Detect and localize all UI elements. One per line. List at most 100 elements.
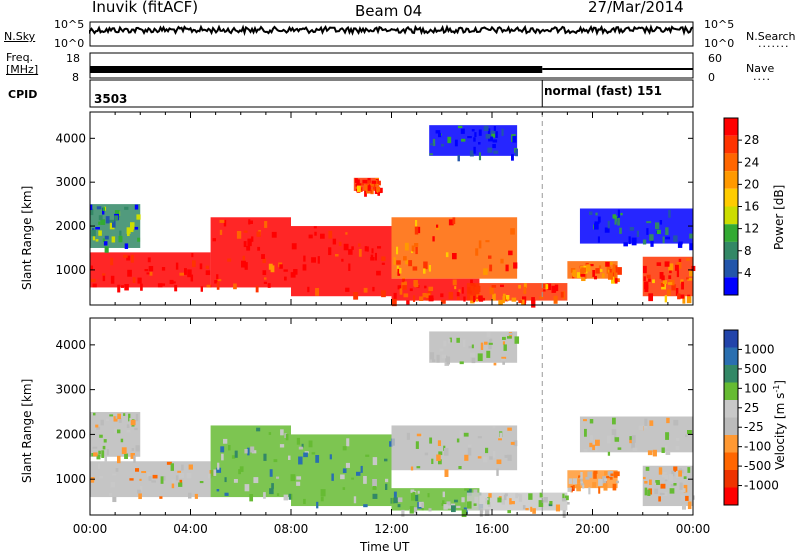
velocity-speckle — [120, 438, 124, 443]
power-colorbar-swatch — [724, 224, 738, 242]
power-speckle — [539, 296, 544, 299]
power-speckle — [117, 284, 121, 293]
power-speckle — [689, 233, 693, 239]
power-colorbar-swatch — [724, 135, 738, 154]
power-speckle — [124, 206, 129, 210]
power-speckle — [589, 264, 594, 267]
power-speckle — [668, 210, 671, 218]
velocity-speckle — [477, 353, 483, 362]
velocity-speckle — [166, 461, 172, 465]
power-speckle — [206, 284, 212, 288]
velocity-speckle — [679, 482, 683, 490]
power-colorbar-tick-label: 20 — [744, 177, 759, 191]
power-ytick-label: 4000 — [55, 131, 86, 145]
power-speckle — [132, 277, 136, 283]
velocity-speckle — [438, 459, 442, 465]
velocity-speckle — [516, 493, 521, 497]
velocity-speckle — [342, 446, 347, 451]
power-speckle — [200, 286, 203, 292]
power-speckle — [546, 283, 552, 291]
velocity-speckle — [181, 464, 184, 471]
velocity-speckle — [477, 436, 482, 439]
power-speckle — [584, 271, 587, 279]
velocity-speckle — [253, 477, 259, 484]
velocity-speckle — [475, 499, 478, 507]
velocity-speckle — [213, 469, 217, 476]
power-speckle — [311, 257, 316, 263]
velocity-colorbar-swatch — [724, 435, 738, 453]
velocity-speckle — [598, 486, 601, 494]
velocity-speckle — [138, 493, 142, 500]
velocity-speckle — [656, 481, 660, 485]
x-tick-label: 20:00 — [575, 522, 610, 536]
velocity-speckle — [389, 441, 393, 447]
power-speckle — [356, 179, 360, 185]
velocity-speckle — [123, 413, 126, 416]
velocity-speckle — [590, 435, 593, 441]
velocity-speckle — [589, 419, 594, 424]
power-speckle — [96, 206, 102, 210]
power-speckle — [328, 247, 332, 256]
power-speckle — [263, 281, 267, 284]
velocity-region-4 — [391, 425, 518, 471]
power-speckle — [242, 255, 246, 261]
velocity-speckle — [592, 482, 597, 488]
velocity-speckle — [561, 498, 567, 502]
velocity-speckle — [617, 447, 622, 450]
velocity-speckle — [658, 467, 663, 475]
velocity-speckle — [159, 496, 163, 499]
power-speckle — [381, 256, 386, 262]
velocity-speckle — [588, 487, 591, 495]
power-speckle — [427, 291, 432, 295]
power-speckle — [140, 283, 143, 291]
velocity-speckle — [498, 438, 502, 441]
power-speckle — [271, 231, 277, 238]
power-speckle — [614, 216, 617, 225]
power-speckle — [372, 286, 375, 292]
velocity-speckle — [446, 501, 451, 507]
velocity-speckle — [411, 493, 416, 501]
velocity-speckle — [410, 489, 415, 493]
power-speckle — [648, 293, 654, 302]
freq-frame — [89, 52, 694, 79]
power-speckle — [376, 186, 381, 192]
power-speckle — [411, 250, 414, 254]
cpid-second: normal (fast) 151 — [544, 84, 662, 98]
velocity-speckle — [479, 508, 483, 517]
velocity-speckle — [572, 478, 577, 485]
power-speckle — [629, 227, 635, 231]
velocity-speckle — [431, 458, 434, 465]
power-colorbar-swatch — [724, 118, 738, 136]
power-speckle — [612, 276, 616, 281]
power-speckle — [650, 239, 654, 247]
power-speckle — [523, 286, 527, 294]
velocity-speckle — [629, 436, 634, 440]
nsky-tick-bottom: 10^0 — [54, 37, 85, 50]
power-speckle — [500, 258, 504, 264]
power-speckle — [601, 273, 605, 278]
power-speckle — [179, 272, 185, 276]
velocity-speckle — [632, 447, 638, 451]
velocity-speckle — [665, 432, 670, 440]
power-speckle — [103, 241, 108, 246]
power-speckle — [646, 228, 649, 235]
power-region-4 — [391, 217, 518, 279]
velocity-speckle — [549, 501, 553, 505]
velocity-speckle — [583, 449, 588, 452]
velocity-speckle — [244, 449, 248, 454]
velocity-speckle — [486, 350, 491, 358]
power-speckle — [523, 283, 527, 288]
power-speckle — [592, 270, 596, 277]
power-speckle — [560, 291, 564, 298]
power-speckle — [655, 222, 660, 230]
power-speckle — [98, 221, 101, 225]
power-speckle — [461, 287, 464, 294]
velocity-speckle — [609, 476, 613, 480]
power-speckle — [506, 295, 510, 300]
power-speckle — [676, 270, 680, 278]
power-speckle — [268, 263, 273, 270]
power-speckle — [620, 212, 623, 216]
velocity-ytick-label: 3000 — [55, 383, 86, 397]
power-speckle — [473, 146, 476, 154]
power-speckle — [457, 155, 460, 162]
